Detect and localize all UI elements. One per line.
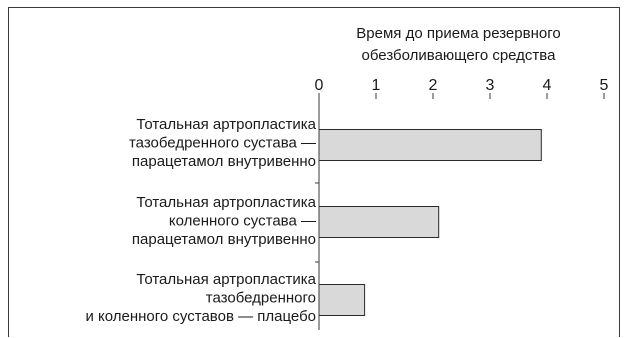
x-tick-label-4: 4 [543, 77, 552, 94]
category-label-2-line-0: Тотальная артропластика [136, 271, 316, 288]
x-tick-label-2: 2 [429, 77, 438, 94]
axis-title: Время до приема резервного обезболивающег… [356, 25, 560, 64]
axis-title-line-0: Время до приема резервного [356, 25, 560, 42]
axis-title-line-1: обезболивающего средства [362, 47, 557, 64]
category-label-1-line-1: коленного сустава — [169, 213, 316, 230]
category-label-1-line-2: парацетамол внутривенно [132, 231, 316, 248]
x-tick-label-3: 3 [486, 77, 495, 94]
x-axis-ticks: 0 1 2 3 4 5 [315, 77, 609, 99]
x-tick-label-0: 0 [315, 77, 324, 94]
category-labels: Тотальная артропластика тазобедренного су… [85, 116, 316, 325]
bars [315, 129, 542, 316]
chart-frame [8, 7, 620, 337]
x-tick-label-5: 5 [600, 77, 609, 94]
bar-1 [318, 206, 440, 238]
bar-2 [318, 284, 366, 316]
category-label-0-line-0: Тотальная артропластика [136, 116, 316, 133]
category-label-2-line-2: и коленного суставов — плацебо [85, 308, 316, 325]
category-label-0-line-1: тазобедренного сустава — [129, 135, 316, 152]
category-label-1-line-0: Тотальная артропластика [136, 194, 316, 211]
category-label-0-line-2: парацетамол внутривенно [132, 153, 316, 170]
category-label-2-line-1: тазобедренного [206, 290, 316, 307]
x-tick-label-1: 1 [372, 77, 381, 94]
bar-0 [318, 129, 542, 161]
